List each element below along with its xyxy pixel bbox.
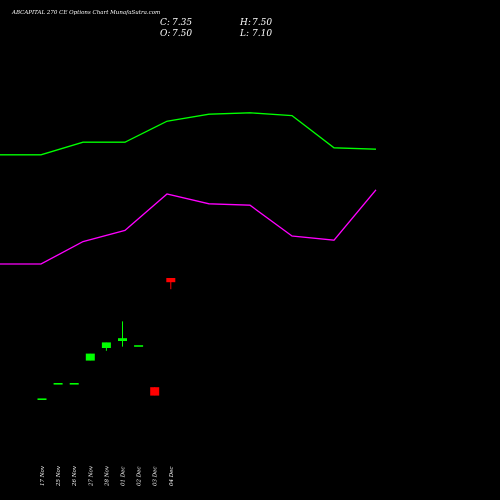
candle-body [69,383,79,385]
upper-band-line [0,112,377,156]
candle-28-nov [101,342,111,351]
x-axis-ticks: 17 Nov 25 Nov 26 Nov 27 Nov 28 Nov 01 Dec 02 D… [40,465,175,487]
candle-02-dec [134,345,144,347]
candlesticks [37,278,176,400]
x-tick-label: 02 Dec [137,467,143,487]
candle-body [134,345,144,347]
candle-01-dec [118,321,127,347]
x-tick-label: 17 Nov [40,465,46,486]
candle-04-dec [166,278,176,290]
candle-body [101,342,111,348]
open-label: O: [160,29,170,39]
candle-body [37,398,47,400]
low-value: 7.10 [252,29,272,39]
band-lines [0,112,377,265]
candle-27-nov [85,353,95,361]
x-tick-label: 26 Nov [72,465,78,487]
x-tick-label: 03 Dec [153,467,159,487]
candle-body [53,383,63,385]
lower-band-line [0,189,377,265]
candle-body [150,387,160,396]
low-label: L: [239,29,249,39]
high-label: H: [239,18,251,28]
candle-body [85,353,95,361]
x-tick-label: 27 Nov [88,465,94,487]
candle-25-nov [53,383,63,385]
x-tick-label: 28 Nov [104,465,110,487]
x-tick-label: 04 Dec [169,467,175,487]
open-value: 7.50 [172,29,192,39]
x-tick-label: 25 Nov [56,465,62,487]
high-value: 7.50 [252,18,272,28]
candle-body [118,338,127,341]
candle-03-dec [150,387,160,396]
candle-17-nov [37,398,47,400]
candle-26-nov [69,383,79,385]
x-tick-label: 01 Dec [121,467,127,487]
close-label: C: [160,18,170,28]
candle-body [166,278,176,283]
close-value: 7.35 [172,18,192,28]
chart-title: ABCAPITAL 270 CE Options Chart MunafaSut… [11,10,160,16]
